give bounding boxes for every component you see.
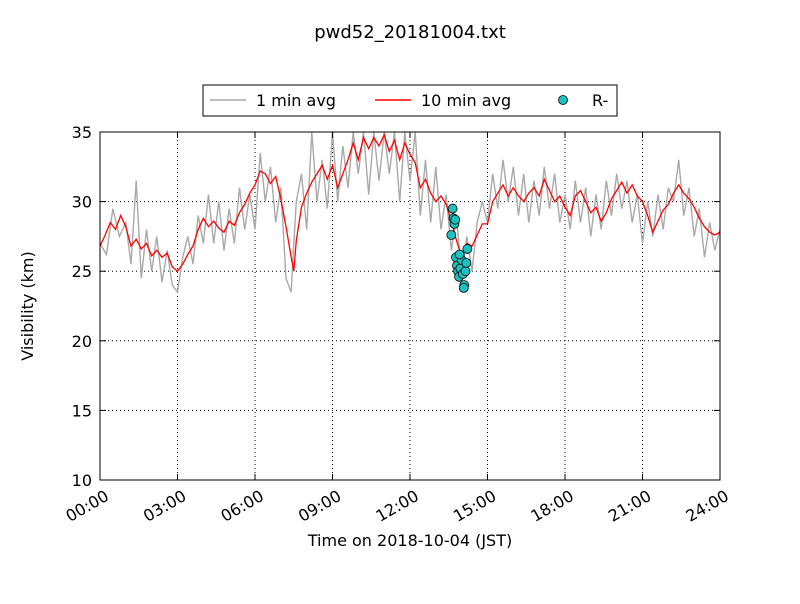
x-tick-label: 00:00 bbox=[62, 486, 111, 526]
plot-area: 00:00 03:00 06:00 09:00 12:00 15:00 18:00 21:00… bbox=[62, 123, 731, 526]
x-tick-label: 18:00 bbox=[527, 486, 576, 526]
legend-label-1-min-avg: 1 min avg bbox=[256, 91, 336, 110]
x-tick-label: 03:00 bbox=[140, 486, 189, 526]
r-minus-point bbox=[458, 283, 469, 293]
x-tick-label: 24:00 bbox=[682, 486, 731, 526]
legend: 1 min avg 10 min avg R- bbox=[202, 84, 618, 117]
y-tick-label: 10 bbox=[72, 471, 92, 490]
series-r-minus bbox=[446, 203, 473, 293]
series-group bbox=[100, 132, 720, 294]
y-axis: 10 15 20 25 30 35 bbox=[72, 123, 720, 490]
legend-swatch-r-minus bbox=[558, 95, 568, 105]
r-minus-point bbox=[460, 266, 471, 277]
r-minus-point bbox=[446, 230, 457, 240]
legend-label-10-min-avg: 10 min avg bbox=[421, 91, 511, 110]
x-tick-label: 15:00 bbox=[450, 486, 499, 526]
x-tick-label: 12:00 bbox=[372, 486, 421, 526]
x-axis: 00:00 03:00 06:00 09:00 12:00 15:00 18:00 21:00… bbox=[62, 132, 732, 526]
legend-label-r-minus: R- bbox=[592, 91, 608, 110]
r-minus-point bbox=[447, 203, 458, 214]
y-tick-label: 15 bbox=[72, 401, 92, 420]
r-minus-point bbox=[450, 214, 461, 225]
y-tick-label: 25 bbox=[72, 262, 92, 281]
y-tick-label: 20 bbox=[72, 332, 92, 351]
series-line-1-min-avg bbox=[100, 132, 720, 294]
x-tick-label: 06:00 bbox=[217, 486, 266, 526]
grid bbox=[100, 132, 720, 480]
x-axis-label: Time on 2018-10-04 (JST) bbox=[307, 531, 512, 550]
r-minus-point bbox=[461, 257, 472, 268]
r-minus-point bbox=[462, 244, 473, 254]
y-tick-label: 35 bbox=[72, 123, 92, 142]
series-line-10-min-avg bbox=[100, 132, 720, 273]
chart-title: pwd52_20181004.txt bbox=[314, 22, 506, 43]
r-minus-point bbox=[454, 249, 465, 260]
y-tick-label: 30 bbox=[72, 193, 92, 212]
x-tick-label: 21:00 bbox=[605, 486, 654, 526]
x-tick-label: 09:00 bbox=[295, 486, 344, 526]
y-axis-label: Visibility (km) bbox=[18, 251, 37, 360]
